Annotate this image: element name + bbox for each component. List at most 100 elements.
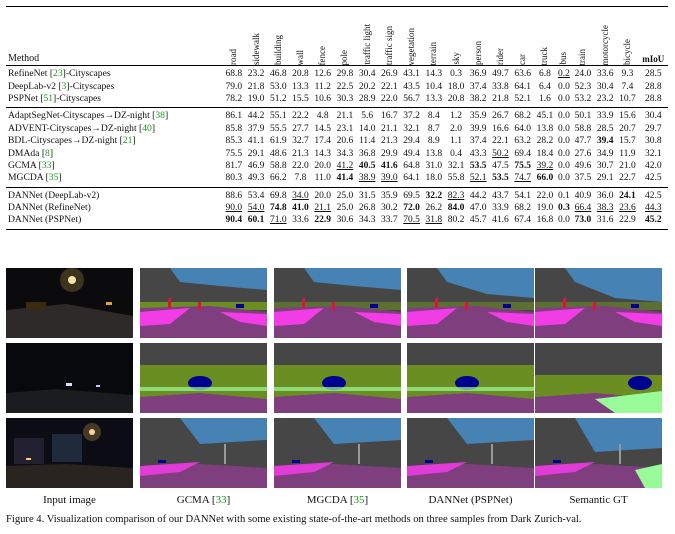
iou-value: 33.6 <box>289 214 312 230</box>
class-header-label: sidewalk <box>250 33 261 65</box>
iou-value: 22.0 <box>292 160 309 171</box>
iou-value: 31.8 <box>422 214 445 230</box>
iou-value: 81.7 <box>225 160 243 171</box>
class-header-sidewalk: sidewalk <box>244 6 268 66</box>
segmentation-map <box>407 418 534 488</box>
iou-value: 31.5 <box>358 190 376 201</box>
method-suffix: ]-Cityscapes <box>62 68 111 80</box>
iou-value: 32.2 <box>425 190 443 201</box>
iou-value: 69.8 <box>269 190 287 201</box>
iou-value: 16.6 <box>492 123 509 134</box>
iou-value: 11.9 <box>619 148 636 159</box>
method-suffix: ] <box>151 122 156 134</box>
iou-value: 21.3 <box>381 136 398 147</box>
segmentation-map <box>140 343 267 413</box>
iou-value: 66.0 <box>533 172 556 188</box>
class-header-label: bicycle <box>621 39 632 65</box>
class-header-traffic-sign: traffic sign <box>378 6 401 66</box>
class-header-traffic-light: traffic light <box>356 6 379 66</box>
citation-link[interactable]: 33 <box>41 159 52 171</box>
iou-value: 39.9 <box>469 123 487 134</box>
miou-value: 42.5 <box>644 190 662 201</box>
iou-value: 36.8 <box>358 148 376 159</box>
citation-link[interactable]: 51 <box>43 92 54 104</box>
citation-link[interactable]: 33 <box>215 494 227 506</box>
miou-value: 30.8 <box>644 136 662 147</box>
iou-value: 47.7 <box>574 136 592 147</box>
iou-value: 23.2 <box>247 69 265 80</box>
method-label: DANNet (DeepLab-v2) <box>8 189 100 201</box>
iou-value: 45.7 <box>467 214 490 230</box>
citation-link[interactable]: 8 <box>45 147 50 159</box>
iou-value: 0.0 <box>557 111 570 122</box>
iou-value: 29.4 <box>403 136 420 147</box>
citation-link[interactable]: 23 <box>53 68 63 80</box>
iou-value: 30.4 <box>596 81 614 92</box>
iou-value: 27.7 <box>292 123 309 134</box>
iou-value: 46.9 <box>247 160 265 171</box>
iou-value: 27.6 <box>574 148 592 159</box>
iou-value: 22.9 <box>616 214 639 230</box>
iou-value: 18.4 <box>536 148 554 159</box>
class-header-label: building <box>272 34 283 65</box>
input-image <box>6 343 133 413</box>
iou-value: 11.4 <box>359 136 376 147</box>
iou-value: 13.3 <box>422 92 445 109</box>
citation-link[interactable]: 3 <box>61 80 67 92</box>
iou-value: 51.2 <box>267 92 290 109</box>
citation-link[interactable]: 40 <box>142 122 152 134</box>
table-body: RefineNet [23]-Cityscapes 68.8 23.2 46.8 20.… <box>6 66 668 230</box>
iou-value: 34.9 <box>596 148 614 159</box>
iou-value: 40.9 <box>574 190 592 201</box>
iou-value: 0.3 <box>450 69 462 80</box>
class-header-motorcycle: motorcycle <box>594 6 617 66</box>
iou-value: 20.2 <box>358 81 376 92</box>
class-header-label: person <box>472 41 483 65</box>
segmentation-map <box>140 418 267 488</box>
iou-value: 24.1 <box>619 190 636 201</box>
iou-value: 53.5 <box>489 172 512 188</box>
iou-value: 1.6 <box>533 92 556 109</box>
method-suffix: ] <box>132 135 136 147</box>
class-header-label: rider <box>494 48 505 65</box>
segmentation-map <box>535 418 662 488</box>
iou-value: 75.5 <box>225 148 243 159</box>
iou-value: 58.8 <box>574 123 592 134</box>
miou-value: 42.0 <box>644 160 662 171</box>
iou-value: 37.5 <box>571 172 595 188</box>
iou-value: 53.5 <box>469 160 487 171</box>
method-label: ADVENT-Cityscapes→DZ-night [ <box>8 122 143 134</box>
iou-value: 30.4 <box>358 69 376 80</box>
figure-caption: Figure 4. Visualization comparison of ou… <box>6 514 582 525</box>
iou-value: 44.2 <box>247 111 265 122</box>
iou-value: 1.1 <box>450 136 462 147</box>
iou-value: 0.2 <box>557 69 570 80</box>
iou-value: 41.6 <box>489 214 512 230</box>
iou-value: 52.1 <box>511 92 534 109</box>
iou-value: 26.8 <box>358 203 376 214</box>
citation-link[interactable]: 35 <box>353 494 365 506</box>
iou-value: 22.7 <box>616 172 639 188</box>
citation-link[interactable]: 21 <box>122 135 133 147</box>
iou-value: 52.1 <box>467 172 490 188</box>
iou-value: 0.0 <box>557 148 570 159</box>
miou-value: 30.4 <box>644 111 662 122</box>
segmentation-map <box>407 343 534 413</box>
citation-link[interactable]: 35 <box>48 172 59 184</box>
iou-value: 32.7 <box>292 136 309 147</box>
table-row: DANNet (DeepLab-v2) 88.6 53.4 69.8 34.0 20.0 2… <box>6 187 668 202</box>
table-row: ADVENT-Cityscapes→DZ-night [40] 85.8 37.9 5… <box>6 123 668 135</box>
method-label: DANNet (RefineNet) <box>8 202 91 214</box>
citation-link[interactable]: 38 <box>155 110 165 122</box>
iou-value: 79.0 <box>225 81 243 92</box>
miou-value: 28.8 <box>638 92 668 109</box>
iou-value: 21.3 <box>292 148 309 159</box>
iou-value: 20.8 <box>444 92 468 109</box>
iou-value: 58.8 <box>269 160 287 171</box>
iou-value: 33.9 <box>492 203 509 214</box>
column-caption: Input image <box>6 494 133 506</box>
method-suffix: ] <box>164 110 169 122</box>
method-name: DANNet (PSPNet) <box>6 214 223 230</box>
method-suffix: ] <box>49 147 54 159</box>
class-header-person: person <box>467 6 490 66</box>
